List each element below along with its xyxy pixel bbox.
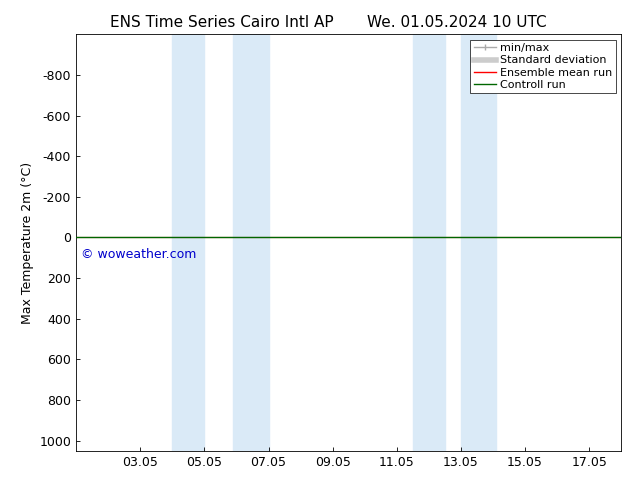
Text: © woweather.com: © woweather.com (81, 247, 197, 261)
Text: ENS Time Series Cairo Intl AP: ENS Time Series Cairo Intl AP (110, 15, 333, 30)
Bar (233, 34, 269, 451)
Bar (461, 34, 496, 451)
Bar (413, 34, 445, 451)
Y-axis label: Max Temperature 2m (°C): Max Temperature 2m (°C) (21, 162, 34, 323)
Text: We. 01.05.2024 10 UTC: We. 01.05.2024 10 UTC (366, 15, 547, 30)
Bar (172, 34, 204, 451)
Legend: min/max, Standard deviation, Ensemble mean run, Controll run: min/max, Standard deviation, Ensemble me… (470, 40, 616, 93)
